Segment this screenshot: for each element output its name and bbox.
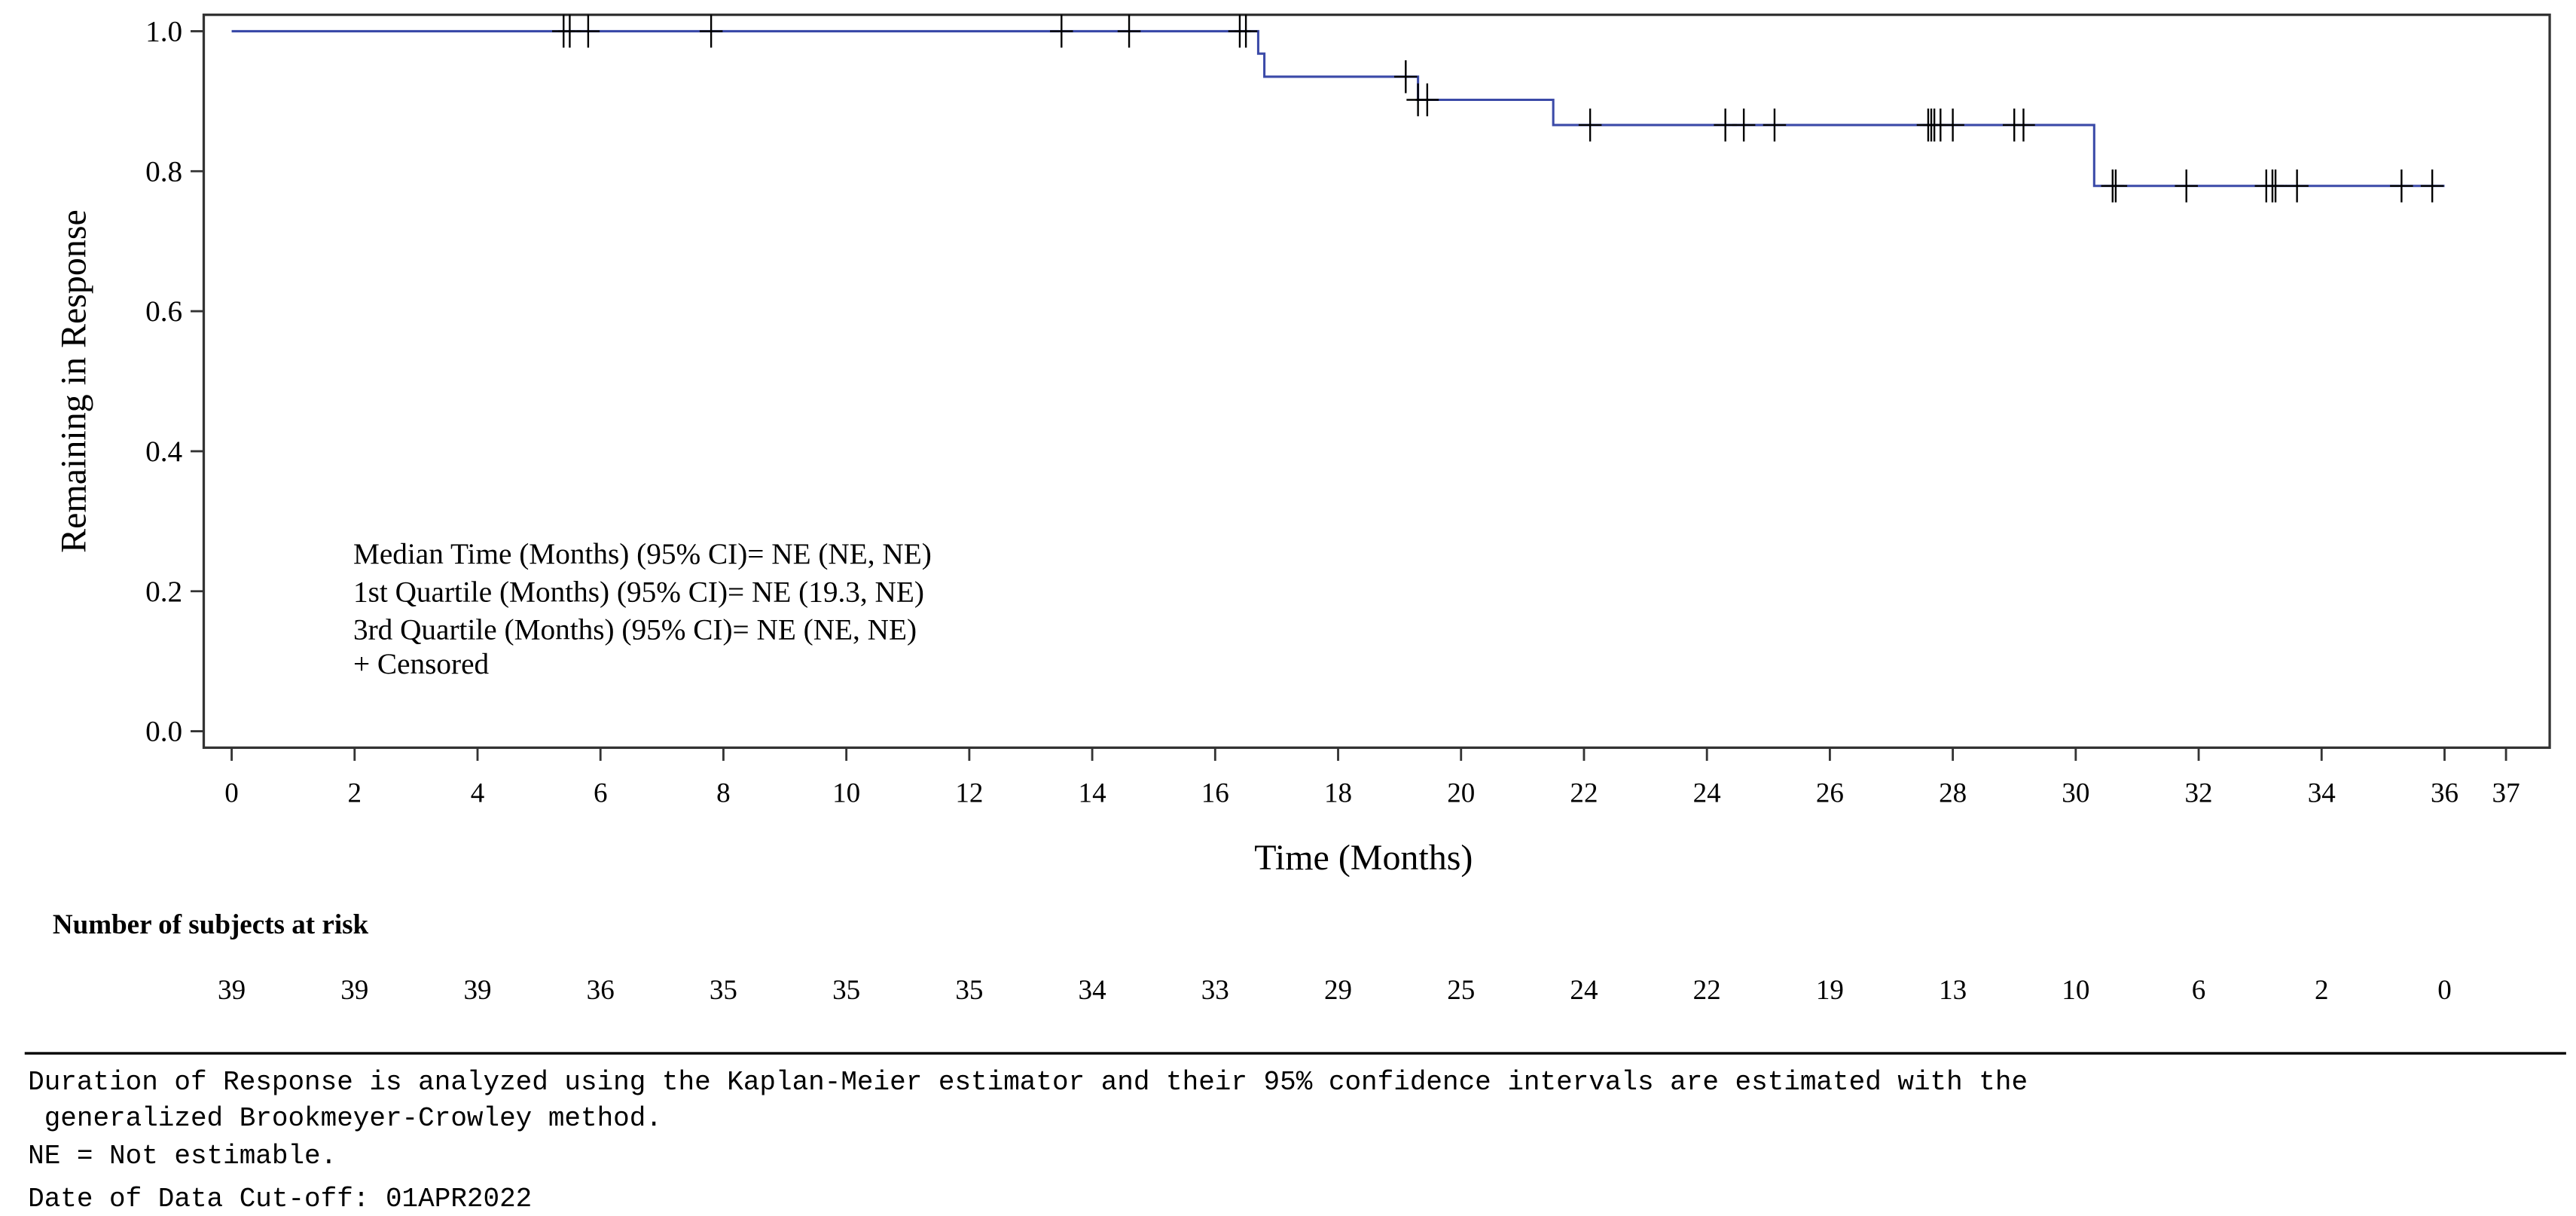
x-tick-label: 36 <box>2431 778 2458 808</box>
risk-count: 25 <box>1447 975 1475 1006</box>
x-tick-label: 12 <box>955 778 983 808</box>
x-tick-label: 24 <box>1693 778 1721 808</box>
y-axis-label: Remaining in Response <box>53 209 93 553</box>
censor-mark <box>2285 169 2309 203</box>
footnote-2: generalized Brookmeyer-Crowley method. <box>28 1103 662 1134</box>
risk-count: 34 <box>1079 975 1106 1006</box>
x-tick-label: 18 <box>1324 778 1352 808</box>
x-axis-label: Time (Months) <box>1254 838 1473 878</box>
plot-frame <box>202 13 2551 750</box>
x-tick-label: 6 <box>594 778 608 808</box>
y-tick-label: 0.2 <box>145 576 182 608</box>
censor-mark <box>1117 14 1141 48</box>
censor-marks <box>551 14 2444 203</box>
censor-mark <box>2390 169 2413 203</box>
y-tick-label: 0.8 <box>145 155 182 188</box>
risk-count: 35 <box>710 975 737 1006</box>
censor-mark <box>2012 108 2035 142</box>
legend-q1: 1st Quartile (Months) (95% CI)= NE (19.3… <box>353 576 924 608</box>
x-tick-label: 2 <box>348 778 362 808</box>
risk-count: 6 <box>2192 975 2206 1006</box>
censor-mark <box>1578 108 1602 142</box>
risk-count: 19 <box>1816 975 1844 1006</box>
x-tick-label: 26 <box>1816 778 1844 808</box>
censor-mark <box>2420 169 2444 203</box>
censor-mark <box>2104 169 2128 203</box>
censor-mark <box>1415 83 1439 117</box>
x-tick-label: 32 <box>2185 778 2213 808</box>
x-tick-label: 28 <box>1939 778 1967 808</box>
x-tick-label: 37 <box>2492 778 2520 808</box>
x-tick-label: 30 <box>2062 778 2089 808</box>
x-tick-label: 4 <box>471 778 485 808</box>
y-tick-label: 0.0 <box>145 716 182 748</box>
risk-count: 13 <box>1939 975 1967 1006</box>
km-curve <box>231 29 2445 188</box>
risk-count: 35 <box>832 975 860 1006</box>
legend-q3: 3rd Quartile (Months) (95% CI)= NE (NE, … <box>353 613 917 646</box>
x-tick-label: 16 <box>1201 778 1229 808</box>
x-tick-label: 8 <box>716 778 731 808</box>
risk-count: 24 <box>1570 975 1598 1006</box>
x-tick-label: 20 <box>1447 778 1475 808</box>
censor-mark <box>1234 14 1258 48</box>
y-axis: 0.0 0.2 0.4 0.6 0.8 1.0 <box>145 16 204 748</box>
risk-table: 39 39 39 36 35 35 35 34 33 29 25 24 22 19 13 10 6 2 0 <box>218 975 2452 1006</box>
risk-count: 10 <box>2062 975 2089 1006</box>
x-tick-label: 10 <box>832 778 860 808</box>
risk-count: 33 <box>1201 975 1229 1006</box>
censor-mark <box>2263 169 2288 203</box>
x-tick-label: 34 <box>2308 778 2336 808</box>
censor-mark <box>1394 60 1418 93</box>
x-axis: 0 2 4 6 8 10 12 14 16 18 20 22 24 26 28 30 32 34 36 37 <box>224 747 2520 808</box>
censor-mark <box>1941 108 1964 142</box>
risk-count: 29 <box>1324 975 1352 1006</box>
legend-censored: + Censored <box>353 648 490 680</box>
risk-count: 35 <box>955 975 983 1006</box>
footnote-4: Date of Data Cut-off: 01APR2022 <box>28 1184 532 1214</box>
censor-mark <box>1732 108 1756 142</box>
censor-mark <box>1763 108 1787 142</box>
x-tick-label: 22 <box>1570 778 1598 808</box>
risk-count: 39 <box>340 975 368 1006</box>
censor-mark <box>1050 14 1073 48</box>
risk-count: 39 <box>218 975 246 1006</box>
censor-mark <box>699 14 723 48</box>
y-tick-label: 1.0 <box>145 16 182 48</box>
risk-table-title: Number of subjects at risk <box>53 909 369 940</box>
censor-mark <box>576 14 600 48</box>
footnote-3: NE = Not estimable. <box>28 1141 337 1172</box>
risk-count: 39 <box>463 975 491 1006</box>
footnote-1: Duration of Response is analyzed using t… <box>28 1067 2028 1098</box>
risk-count: 2 <box>2315 975 2329 1006</box>
x-tick-label: 14 <box>1079 778 1106 808</box>
y-tick-label: 0.6 <box>145 295 182 328</box>
censor-mark <box>2175 169 2198 203</box>
statistics-legend: Median Time (Months) (95% CI)= NE (NE, N… <box>353 538 932 680</box>
x-tick-label: 0 <box>224 778 239 808</box>
risk-count: 0 <box>2437 975 2452 1006</box>
risk-count: 22 <box>1693 975 1721 1006</box>
risk-count: 36 <box>587 975 615 1006</box>
y-tick-label: 0.4 <box>145 435 182 468</box>
legend-median: Median Time (Months) (95% CI)= NE (NE, N… <box>353 538 932 570</box>
